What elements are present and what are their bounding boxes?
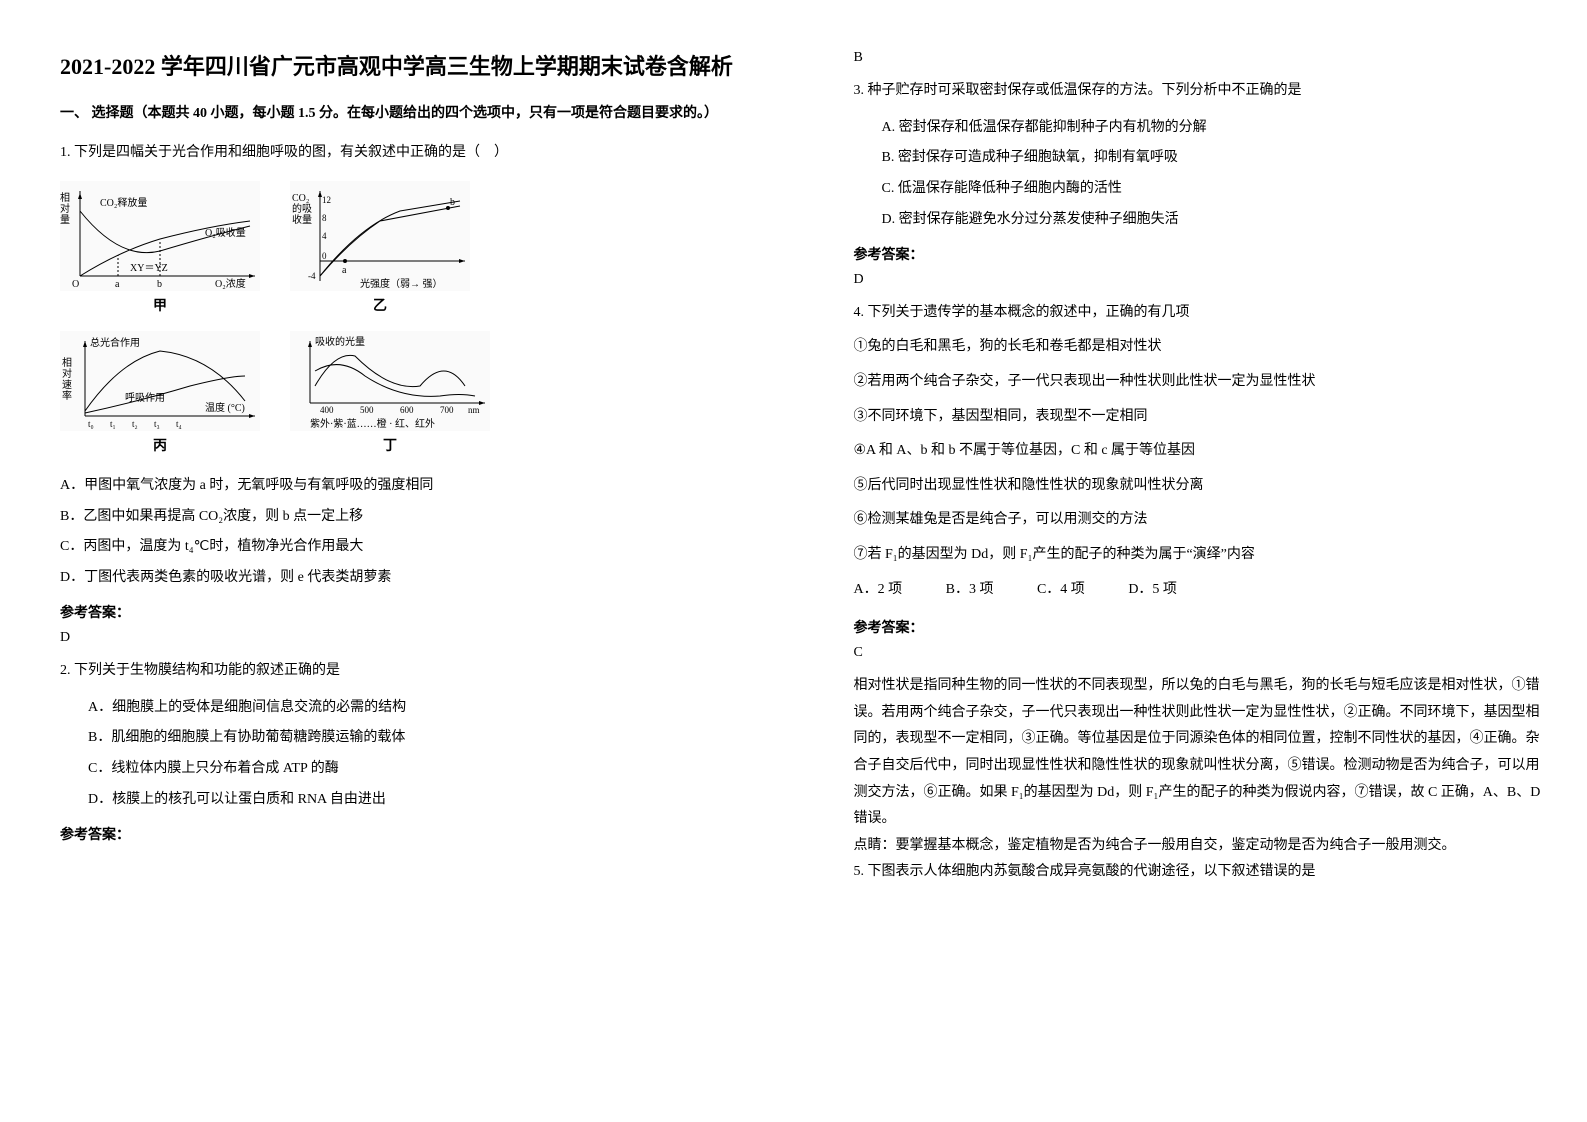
q4-analysis: 相对性状是指同种生物的同一性状的不同表现型，所以兔的白毛与黑毛，狗的长毛与短毛应… [854,673,1548,833]
svg-text:600: 600 [400,405,414,415]
jia-eq: XY＝YZ [130,263,168,274]
q4-s1: ①兔的白毛和黑毛，狗的长毛和卷毛都是相对性状 [854,334,1548,361]
q3-ans-head: 参考答案： [854,244,1548,264]
bing-top: 总光合作用 [90,336,140,349]
ding-ylabel: 吸收的光量 [315,335,365,348]
svg-text:t₁: t₁ [110,419,116,429]
q2-optD: D．核膜上的核孔可以让蛋白质和 RNA 自由进出 [88,785,754,816]
svg-text:速: 速 [62,379,72,391]
jia-o2: O₂吸收量 [205,226,246,239]
q4-s3: ③不同环境下，基因型相同，表现型不一定相同 [854,404,1548,431]
chart-bing-name: 丙 [60,435,260,455]
left-column: 2021-2022 学年四川省广元市高观中学高三生物上学期期末试卷含解析 一、 … [0,0,794,1122]
q4-s4: ④A 和 A、b 和 b 不属于等位基因，C 和 c 属于等位基因 [854,438,1548,465]
svg-text:400: 400 [320,405,334,415]
svg-text:t₀: t₀ [88,419,94,429]
bing-xlabel: 温度 (°C) [205,401,245,414]
svg-text:-4: -4 [308,271,316,281]
q2-ans: B [854,50,1548,66]
q1-ans: D [60,630,754,646]
q2-optC: C．线粒体内膜上只分布着合成 ATP 的酶 [88,754,754,785]
q1-figure-row2: 总光合作用 相 对 速 率 呼吸作用 温度 (°C) t₀ t₁ t₂ t₃ t… [60,331,754,455]
q4-optB: B．3 项 [946,577,994,604]
q2-optA: A．细胞膜上的受体是细胞间信息交流的必需的结构 [88,693,754,724]
q3-optD: D. 密封保存能避免水分过分蒸发使种子细胞失活 [882,205,1548,236]
q1-optA: A．甲图中氧气浓度为 a 时，无氧呼吸与有氧呼吸的强度相同 [60,471,754,502]
q2-ans-head: 参考答案： [60,824,754,844]
q3-ans: D [854,272,1548,288]
q3-stem: 3. 种子贮存时可采取密封保存或低温保存的方法。下列分析中不正确的是 [854,78,1548,105]
svg-text:对: 对 [60,202,70,215]
section-1-head: 一、 选择题（本题共 40 小题，每小题 1.5 分。在每小题给出的四个选项中，… [60,101,754,126]
q4-optC: C．4 项 [1037,577,1085,604]
svg-text:相: 相 [62,356,72,369]
svg-text:nm: nm [468,405,480,415]
q4-s2: ②若用两个纯合子杂交，子一代只表现出一种性状则此性状一定为显性性状 [854,369,1548,396]
q1-stem: 1. 下列是四幅关于光合作用和细胞呼吸的图，有关叙述中正确的是（ ） [60,140,754,167]
doc-title: 2021-2022 学年四川省广元市高观中学高三生物上学期期末试卷含解析 [60,50,754,83]
q4-hint: 点睛：要掌握基本概念，鉴定植物是否为纯合子一般用自交，鉴定动物是否为纯合子一般用… [854,833,1548,860]
q1-optB: B．乙图中如果再提高 CO₂浓度，则 b 点一定上移 [60,502,754,533]
svg-text:8: 8 [322,213,327,223]
bing-bot: 呼吸作用 [125,392,165,404]
svg-text:a: a [342,265,347,276]
svg-text:500: 500 [360,405,374,415]
q3-optC: C. 低温保存能降低种子细胞内酶的活性 [882,174,1548,205]
jia-co2: CO₂释放量 [100,196,147,209]
q4-opts: A．2 项 B．3 项 C．4 项 D．5 项 [854,577,1548,604]
q3-optA: A. 密封保存和低温保存都能抑制种子内有机物的分解 [882,113,1548,144]
q4-ans-head: 参考答案： [854,617,1548,637]
svg-text:700: 700 [440,405,454,415]
yi-xlabel: 光强度（弱→ 强） [360,277,443,290]
ding-colors: 紫外·紫·蓝……橙 · 红、红外 [310,417,435,430]
q1-optC: C．丙图中，温度为 t₄℃时，植物净光合作用最大 [60,532,754,563]
jia-xlabel: O₂浓度 [215,277,246,290]
chart-yi: a b CO₂ 的吸 收量 12 8 4 0 -4 光强度（弱→ 强） 乙 [290,181,470,315]
q4-s6: ⑥检测某雄兔是否是纯合子，可以用测交的方法 [854,507,1548,534]
svg-text:量: 量 [60,214,70,226]
chart-yi-name: 乙 [290,295,470,315]
q4-stem: 4. 下列关于遗传学的基本概念的叙述中，正确的有几项 [854,300,1548,327]
svg-text:t₂: t₂ [132,419,138,429]
chart-bing: 总光合作用 相 对 速 率 呼吸作用 温度 (°C) t₀ t₁ t₂ t₃ t… [60,331,260,455]
right-column: B 3. 种子贮存时可采取密封保存或低温保存的方法。下列分析中不正确的是 A. … [794,0,1587,1122]
q4-s7: ⑦若 F₁的基因型为 Dd，则 F₁产生的配子的种类为属于“演绎”内容 [854,542,1548,569]
svg-text:t₄: t₄ [176,419,182,429]
jia-ylabel: 相 [60,191,70,204]
svg-text:0: 0 [322,251,327,261]
q1-ans-head: 参考答案： [60,602,754,622]
svg-text:b: b [157,279,162,290]
svg-text:O: O [72,279,79,290]
q3-optB: B. 密封保存可造成种子细胞缺氧，抑制有氧呼吸 [882,143,1548,174]
chart-ding-name: 丁 [290,435,490,455]
svg-text:CO₂: CO₂ [292,193,309,204]
q4-ans: C [854,645,1548,661]
svg-text:的吸: 的吸 [292,202,312,215]
chart-jia: 相 对 量 CO₂释放量 O₂吸收量 XY＝YZ O a b O₂浓度 甲 [60,181,260,315]
svg-text:4: 4 [322,231,327,241]
svg-text:对: 对 [62,367,72,380]
q4-optA: A．2 项 [854,577,903,604]
svg-text:收量: 收量 [292,213,312,226]
svg-text:12: 12 [322,195,331,205]
svg-text:率: 率 [62,389,72,402]
q4-s5: ⑤后代同时出现显性性状和隐性性状的现象就叫性状分离 [854,473,1548,500]
svg-text:t₃: t₃ [154,419,160,429]
q1-figure-row1: 相 对 量 CO₂释放量 O₂吸收量 XY＝YZ O a b O₂浓度 甲 [60,181,754,315]
svg-text:a: a [115,279,120,290]
q1-optD: D．丁图代表两类色素的吸收光谱，则 e 代表类胡萝素 [60,563,754,594]
q2-stem: 2. 下列关于生物膜结构和功能的叙述正确的是 [60,658,754,685]
q4-optD: D．5 项 [1128,577,1177,604]
q2-optB: B．肌细胞的细胞膜上有协助葡萄糖跨膜运输的载体 [88,723,754,754]
q5-stem: 5. 下图表示人体细胞内苏氨酸合成异亮氨酸的代谢途径，以下叙述错误的是 [854,859,1548,886]
chart-jia-name: 甲 [60,295,260,315]
chart-ding: 吸收的光量 400 500 600 700 nm 紫外·紫·蓝……橙 · 红、红… [290,331,490,455]
svg-text:b: b [450,197,455,208]
